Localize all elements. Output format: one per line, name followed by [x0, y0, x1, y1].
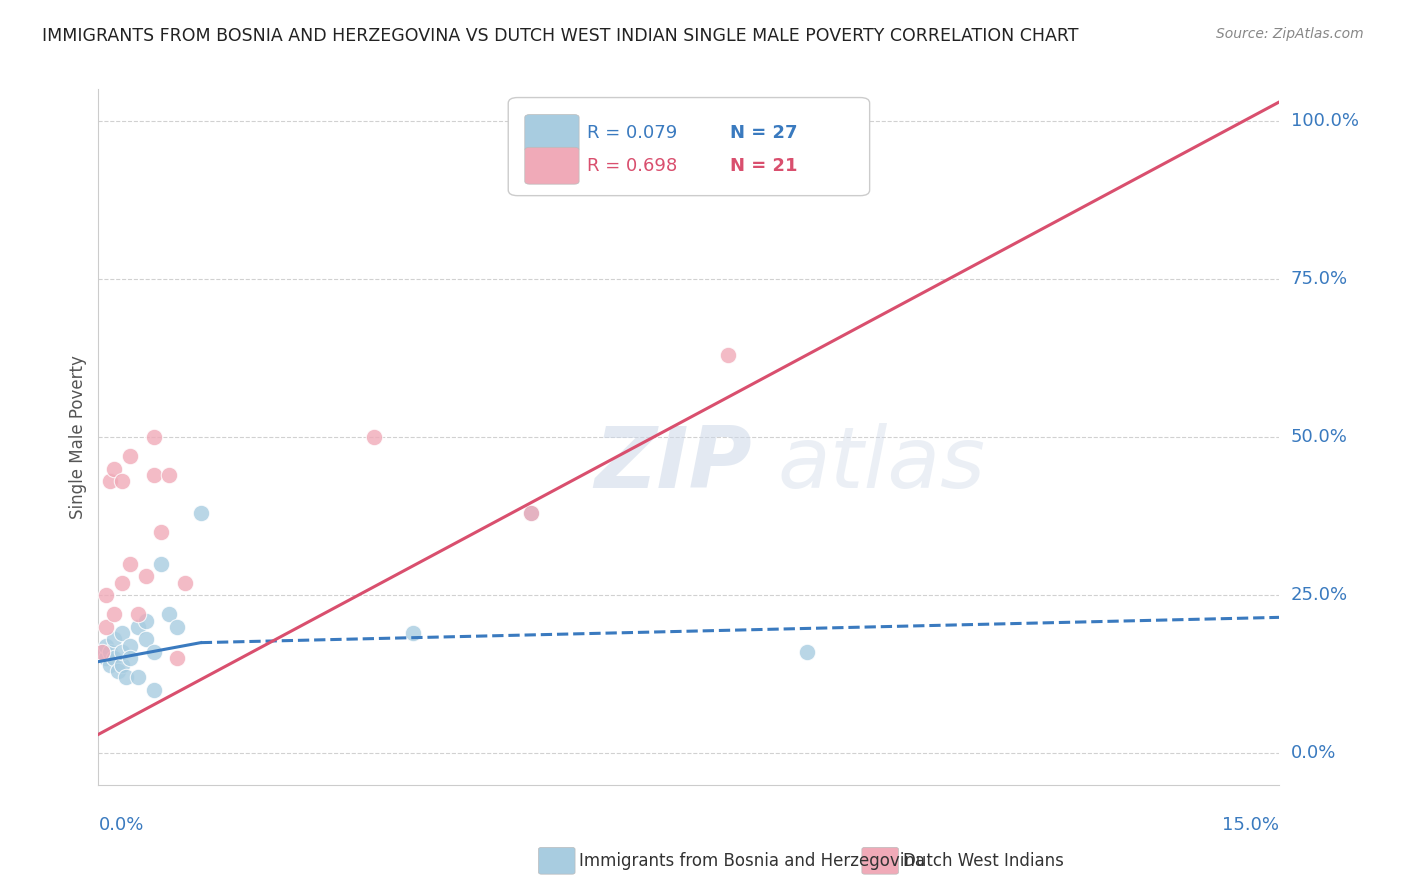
FancyBboxPatch shape: [524, 147, 579, 184]
Point: [402, 626, 425, 640]
Point: [103, 607, 125, 622]
Point: [118, 449, 141, 463]
Point: [98, 645, 121, 659]
Point: [118, 651, 141, 665]
Point: [103, 461, 125, 475]
Point: [96, 588, 118, 602]
Point: [98, 657, 121, 672]
Point: [150, 557, 173, 571]
Text: ZIP: ZIP: [595, 424, 752, 507]
Point: [142, 683, 165, 698]
Point: [135, 569, 157, 583]
Text: 75.0%: 75.0%: [1291, 270, 1348, 288]
Text: Dutch West Indians: Dutch West Indians: [903, 852, 1063, 870]
Point: [166, 651, 188, 665]
Point: [796, 645, 818, 659]
Point: [118, 557, 141, 571]
Point: [363, 430, 385, 444]
Point: [111, 575, 134, 590]
Text: Source: ZipAtlas.com: Source: ZipAtlas.com: [1216, 27, 1364, 41]
Point: [118, 639, 141, 653]
Y-axis label: Single Male Poverty: Single Male Poverty: [69, 355, 87, 519]
Text: 15.0%: 15.0%: [1222, 815, 1279, 833]
Point: [111, 626, 134, 640]
Text: atlas: atlas: [778, 424, 986, 507]
Point: [111, 475, 134, 489]
Point: [98, 475, 121, 489]
Text: IMMIGRANTS FROM BOSNIA AND HERZEGOVINA VS DUTCH WEST INDIAN SINGLE MALE POVERTY : IMMIGRANTS FROM BOSNIA AND HERZEGOVINA V…: [42, 27, 1078, 45]
Point: [96, 620, 118, 634]
Text: R = 0.698: R = 0.698: [588, 157, 695, 175]
Point: [190, 506, 212, 520]
Point: [157, 468, 180, 483]
Text: N = 27: N = 27: [730, 124, 797, 142]
Point: [91, 645, 114, 659]
Point: [135, 632, 157, 647]
Point: [96, 651, 118, 665]
Point: [127, 607, 149, 622]
Point: [111, 657, 134, 672]
Point: [96, 639, 118, 653]
Text: 0.0%: 0.0%: [1291, 744, 1336, 763]
Text: 50.0%: 50.0%: [1291, 428, 1347, 446]
Point: [174, 575, 197, 590]
FancyBboxPatch shape: [508, 97, 870, 195]
Text: R = 0.079: R = 0.079: [588, 124, 695, 142]
Point: [135, 614, 157, 628]
Point: [157, 607, 180, 622]
Point: [107, 664, 129, 678]
Text: 0.0%: 0.0%: [98, 815, 143, 833]
Point: [103, 632, 125, 647]
Point: [150, 524, 173, 539]
Point: [142, 430, 165, 444]
FancyBboxPatch shape: [524, 114, 579, 152]
Text: 100.0%: 100.0%: [1291, 112, 1358, 130]
Point: [127, 620, 149, 634]
Point: [142, 645, 165, 659]
Point: [127, 670, 149, 684]
Point: [91, 645, 114, 659]
Point: [520, 506, 543, 520]
Point: [166, 620, 188, 634]
Point: [115, 670, 138, 684]
Point: [142, 468, 165, 483]
Point: [717, 348, 740, 362]
Text: 25.0%: 25.0%: [1291, 586, 1348, 604]
Point: [111, 645, 134, 659]
Point: [103, 651, 125, 665]
Point: [520, 506, 543, 520]
Text: Immigrants from Bosnia and Herzegovina: Immigrants from Bosnia and Herzegovina: [579, 852, 925, 870]
Text: N = 21: N = 21: [730, 157, 797, 175]
